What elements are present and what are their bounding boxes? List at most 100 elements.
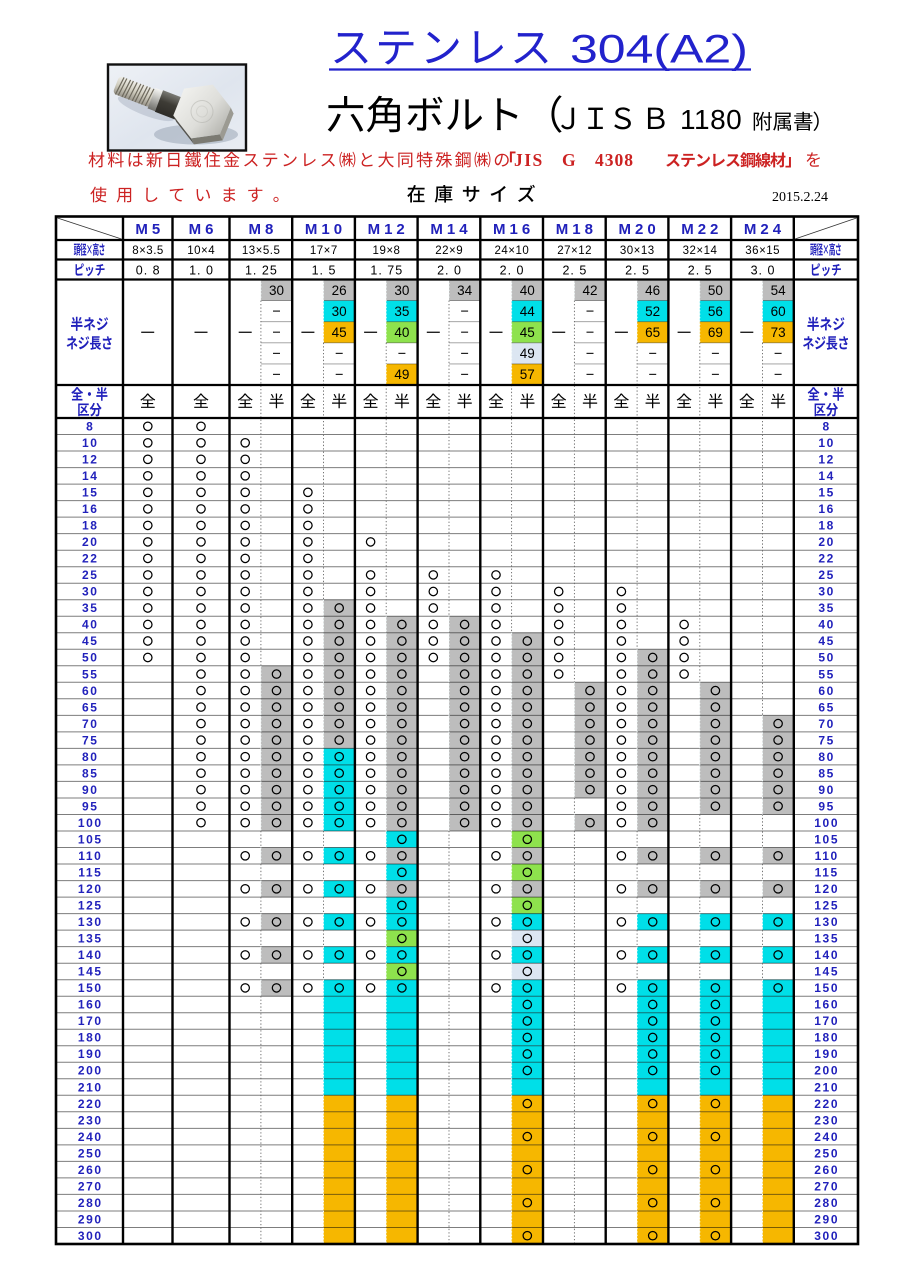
svg-text:105: 105 bbox=[814, 833, 839, 847]
svg-text:2015.2.24: 2015.2.24 bbox=[772, 190, 828, 205]
svg-text:45: 45 bbox=[332, 325, 347, 340]
svg-text:M8: M8 bbox=[248, 221, 277, 238]
svg-text:240: 240 bbox=[814, 1130, 839, 1144]
svg-text:M22: M22 bbox=[681, 221, 722, 238]
svg-text:60: 60 bbox=[82, 684, 99, 698]
svg-text:13×5.5: 13×5.5 bbox=[242, 245, 281, 257]
svg-text:JIS: JIS bbox=[514, 150, 544, 170]
svg-text:1. 75: 1. 75 bbox=[370, 264, 403, 278]
svg-text:M12: M12 bbox=[368, 221, 409, 238]
svg-text:105: 105 bbox=[78, 833, 103, 847]
svg-text:260: 260 bbox=[78, 1163, 103, 1177]
svg-text:44: 44 bbox=[520, 304, 536, 319]
svg-text:304(A2): 304(A2) bbox=[570, 26, 748, 71]
svg-text:54: 54 bbox=[771, 283, 787, 298]
svg-text:35: 35 bbox=[394, 304, 409, 319]
svg-text:16: 16 bbox=[82, 502, 99, 516]
svg-text:8: 8 bbox=[86, 420, 94, 434]
svg-text:100: 100 bbox=[78, 816, 103, 830]
svg-text:14: 14 bbox=[82, 469, 99, 483]
svg-text:45: 45 bbox=[520, 325, 535, 340]
svg-text:45: 45 bbox=[82, 634, 99, 648]
svg-text:52: 52 bbox=[645, 304, 660, 319]
svg-text:50: 50 bbox=[708, 283, 723, 298]
svg-text:35: 35 bbox=[82, 601, 99, 615]
svg-text:30: 30 bbox=[82, 585, 99, 599]
svg-text:250: 250 bbox=[814, 1146, 839, 1160]
svg-text:2. 5: 2. 5 bbox=[688, 264, 713, 278]
svg-text:24×10: 24×10 bbox=[494, 245, 529, 257]
svg-text:1. 5: 1. 5 bbox=[312, 264, 337, 278]
svg-text:75: 75 bbox=[818, 733, 835, 747]
svg-text:22: 22 bbox=[818, 552, 835, 566]
svg-text:260: 260 bbox=[814, 1163, 839, 1177]
svg-text:M5: M5 bbox=[135, 221, 164, 238]
svg-text:60: 60 bbox=[771, 304, 786, 319]
svg-text:10: 10 bbox=[82, 436, 99, 450]
svg-text:160: 160 bbox=[78, 998, 103, 1012]
svg-text:M24: M24 bbox=[744, 221, 785, 238]
svg-text:240: 240 bbox=[78, 1130, 103, 1144]
svg-text:2. 5: 2. 5 bbox=[562, 264, 587, 278]
svg-text:M18: M18 bbox=[556, 221, 597, 238]
svg-text:135: 135 bbox=[78, 932, 103, 946]
svg-text:250: 250 bbox=[78, 1146, 103, 1160]
svg-text:22: 22 bbox=[82, 552, 99, 566]
svg-text:300: 300 bbox=[814, 1229, 839, 1243]
svg-text:12: 12 bbox=[818, 453, 835, 467]
svg-text:50: 50 bbox=[818, 651, 835, 665]
svg-text:49: 49 bbox=[394, 367, 409, 382]
svg-text:12: 12 bbox=[82, 453, 99, 467]
svg-text:65: 65 bbox=[818, 700, 835, 714]
svg-text:25: 25 bbox=[818, 568, 835, 582]
svg-text:290: 290 bbox=[814, 1212, 839, 1226]
svg-text:36×15: 36×15 bbox=[745, 245, 780, 257]
svg-text:2. 5: 2. 5 bbox=[625, 264, 650, 278]
svg-text:30: 30 bbox=[394, 283, 409, 298]
svg-text:69: 69 bbox=[708, 325, 723, 340]
svg-text:300: 300 bbox=[78, 1229, 103, 1243]
svg-text:14: 14 bbox=[818, 469, 835, 483]
svg-text:1. 0: 1. 0 bbox=[189, 264, 214, 278]
svg-text:70: 70 bbox=[82, 717, 99, 731]
svg-text:15: 15 bbox=[82, 486, 99, 500]
svg-text:170: 170 bbox=[78, 1014, 103, 1028]
svg-text:65: 65 bbox=[82, 700, 99, 714]
svg-text:145: 145 bbox=[814, 965, 839, 979]
svg-text:30×13: 30×13 bbox=[620, 245, 655, 257]
svg-text:40: 40 bbox=[394, 325, 409, 340]
svg-text:120: 120 bbox=[814, 882, 839, 896]
svg-text:34: 34 bbox=[457, 283, 473, 298]
svg-text:22×9: 22×9 bbox=[435, 245, 463, 257]
svg-text:230: 230 bbox=[78, 1113, 103, 1127]
svg-text:90: 90 bbox=[818, 783, 835, 797]
svg-text:115: 115 bbox=[815, 866, 839, 880]
svg-text:220: 220 bbox=[814, 1097, 839, 1111]
svg-text:290: 290 bbox=[78, 1212, 103, 1226]
svg-text:270: 270 bbox=[814, 1179, 839, 1193]
svg-text:85: 85 bbox=[818, 766, 835, 780]
svg-text:M10: M10 bbox=[305, 221, 346, 238]
svg-text:280: 280 bbox=[814, 1196, 839, 1210]
svg-text:30: 30 bbox=[818, 585, 835, 599]
svg-text:190: 190 bbox=[814, 1047, 839, 1061]
svg-text:25: 25 bbox=[82, 568, 99, 582]
svg-text:85: 85 bbox=[82, 766, 99, 780]
svg-text:19×8: 19×8 bbox=[373, 245, 401, 257]
svg-text:15: 15 bbox=[818, 486, 835, 500]
svg-text:180: 180 bbox=[78, 1031, 103, 1045]
svg-text:120: 120 bbox=[78, 882, 103, 896]
svg-text:26: 26 bbox=[332, 283, 347, 298]
svg-text:210: 210 bbox=[814, 1080, 839, 1094]
svg-text:55: 55 bbox=[818, 667, 835, 681]
svg-text:150: 150 bbox=[78, 981, 103, 995]
svg-text:18: 18 bbox=[82, 519, 99, 533]
svg-text:18: 18 bbox=[818, 519, 835, 533]
svg-text:30: 30 bbox=[332, 304, 347, 319]
svg-text:40: 40 bbox=[818, 618, 835, 632]
svg-text:27×12: 27×12 bbox=[557, 245, 592, 257]
svg-text:40: 40 bbox=[520, 283, 535, 298]
svg-text:110: 110 bbox=[78, 849, 102, 863]
svg-text:8×3.5: 8×3.5 bbox=[132, 245, 164, 257]
svg-text:125: 125 bbox=[78, 899, 103, 913]
